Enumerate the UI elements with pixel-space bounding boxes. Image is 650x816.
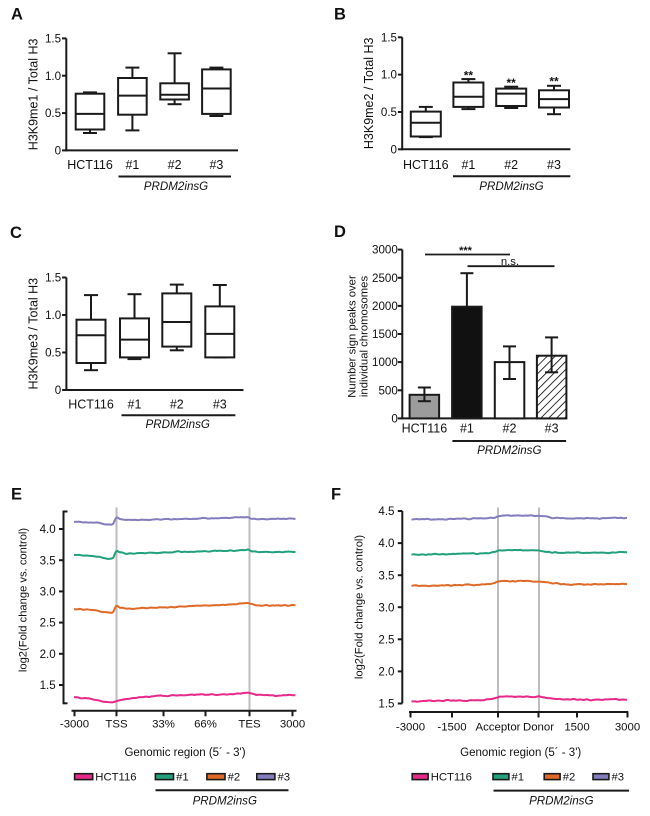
svg-text:4.0: 4.0: [40, 523, 56, 536]
svg-text:D: D: [334, 223, 346, 241]
svg-text:-3000: -3000: [396, 722, 425, 734]
svg-text:PRDM2insG: PRDM2insG: [144, 180, 208, 193]
svg-text:#3: #3: [545, 422, 559, 436]
svg-text:#3: #3: [547, 158, 561, 172]
svg-text:TSS: TSS: [105, 719, 128, 731]
svg-text:2.0: 2.0: [378, 666, 394, 679]
svg-text:1.5: 1.5: [45, 33, 61, 46]
svg-text:#3: #3: [278, 772, 291, 784]
svg-text:2500: 2500: [372, 272, 398, 285]
svg-text:#1: #1: [128, 397, 142, 411]
svg-text:**: **: [549, 74, 559, 88]
svg-text:***: ***: [459, 245, 473, 257]
svg-text:PRDM2insG: PRDM2insG: [193, 794, 257, 807]
svg-text:4.0: 4.0: [378, 537, 394, 550]
svg-text:#1: #1: [461, 158, 475, 172]
svg-text:PRDM2insG: PRDM2insG: [145, 418, 209, 431]
svg-text:HCT116: HCT116: [67, 158, 113, 172]
svg-text:3000: 3000: [280, 719, 305, 731]
svg-text:E: E: [11, 486, 22, 504]
svg-text:#2: #2: [504, 158, 518, 172]
svg-text:Acceptor: Acceptor: [476, 722, 521, 734]
svg-text:3.0: 3.0: [40, 586, 56, 599]
svg-text:66%: 66%: [194, 719, 217, 731]
svg-text:0: 0: [55, 145, 61, 158]
svg-text:#3: #3: [612, 772, 625, 784]
svg-text:1.0: 1.0: [45, 70, 61, 83]
svg-text:0: 0: [391, 143, 397, 156]
svg-text:log2(Fold change vs. control): log2(Fold change vs. control): [18, 528, 30, 673]
svg-text:0.5: 0.5: [45, 107, 61, 120]
svg-text:500: 500: [378, 384, 397, 397]
svg-text:3000: 3000: [372, 244, 398, 257]
svg-text:#3: #3: [209, 158, 223, 172]
svg-text:PRDM2insG: PRDM2insG: [477, 444, 541, 457]
svg-text:1.0: 1.0: [381, 69, 397, 82]
svg-text:Number sign peaks over: Number sign peaks over: [347, 275, 359, 398]
svg-text:1.0: 1.0: [45, 309, 61, 322]
svg-text:Genomic region (5´ - 3'): Genomic region (5´ - 3'): [124, 747, 245, 759]
svg-text:1.5: 1.5: [45, 272, 61, 285]
svg-text:B: B: [334, 6, 346, 24]
svg-text:#2: #2: [228, 772, 241, 784]
svg-text:H3K9me1 / Total H3: H3K9me1 / Total H3: [27, 39, 41, 151]
svg-text:2.5: 2.5: [378, 633, 394, 646]
svg-text:HCT116: HCT116: [431, 772, 472, 784]
svg-text:F: F: [331, 486, 341, 504]
svg-text:individual chromosomes: individual chromosomes: [359, 276, 371, 398]
svg-text:4.5: 4.5: [378, 505, 394, 518]
svg-text:H3K9me3 / Total H3: H3K9me3 / Total H3: [27, 278, 41, 390]
svg-text:#2: #2: [168, 158, 182, 172]
svg-text:n.s.: n.s.: [501, 256, 519, 268]
svg-text:#2: #2: [503, 422, 517, 436]
svg-text:1500: 1500: [372, 328, 398, 341]
svg-text:33%: 33%: [152, 719, 175, 731]
svg-text:#2: #2: [170, 397, 184, 411]
svg-text:1.5: 1.5: [378, 698, 394, 711]
svg-text:0: 0: [391, 413, 397, 426]
svg-text:Genomic region (5´ - 3'): Genomic region (5´ - 3'): [460, 747, 581, 759]
svg-text:HCT116: HCT116: [403, 158, 449, 172]
svg-text:**: **: [464, 69, 474, 83]
svg-text:1.5: 1.5: [381, 31, 397, 44]
svg-text:3.5: 3.5: [40, 554, 56, 567]
svg-text:3.5: 3.5: [378, 569, 394, 582]
svg-text:0.5: 0.5: [45, 347, 61, 360]
svg-text:H3K9me2 / Total H3: H3K9me2 / Total H3: [362, 37, 376, 149]
svg-text:#1: #1: [512, 772, 525, 784]
svg-text:A: A: [11, 6, 23, 24]
svg-text:1.5: 1.5: [40, 679, 56, 692]
svg-text:2.0: 2.0: [40, 648, 56, 661]
svg-text:HCT116: HCT116: [402, 422, 448, 436]
svg-text:HCT116: HCT116: [68, 397, 114, 411]
svg-text:#1: #1: [176, 772, 189, 784]
svg-text:HCT116: HCT116: [95, 772, 136, 784]
svg-text:Donor: Donor: [523, 722, 554, 734]
svg-text:TES: TES: [238, 719, 261, 731]
svg-text:1000: 1000: [372, 356, 398, 369]
svg-text:**: **: [507, 76, 517, 90]
svg-text:#1: #1: [125, 158, 139, 172]
svg-text:-1500: -1500: [437, 722, 466, 734]
svg-text:3.0: 3.0: [378, 601, 394, 614]
svg-text:#2: #2: [563, 772, 576, 784]
svg-text:2000: 2000: [372, 300, 398, 313]
svg-text:3000: 3000: [615, 722, 640, 734]
svg-text:0: 0: [55, 384, 61, 397]
svg-text:C: C: [10, 224, 22, 242]
svg-text:log2(Fold change vs. control): log2(Fold change vs. control): [354, 535, 366, 680]
svg-text:PRDM2insG: PRDM2insG: [479, 180, 543, 193]
svg-text:0.5: 0.5: [381, 106, 397, 119]
svg-text:1500: 1500: [564, 722, 589, 734]
svg-text:PRDM2insG: PRDM2insG: [529, 794, 593, 807]
svg-text:#1: #1: [460, 422, 474, 436]
svg-text:-3000: -3000: [60, 719, 89, 731]
svg-text:#3: #3: [213, 397, 227, 411]
svg-text:2.5: 2.5: [40, 617, 56, 630]
